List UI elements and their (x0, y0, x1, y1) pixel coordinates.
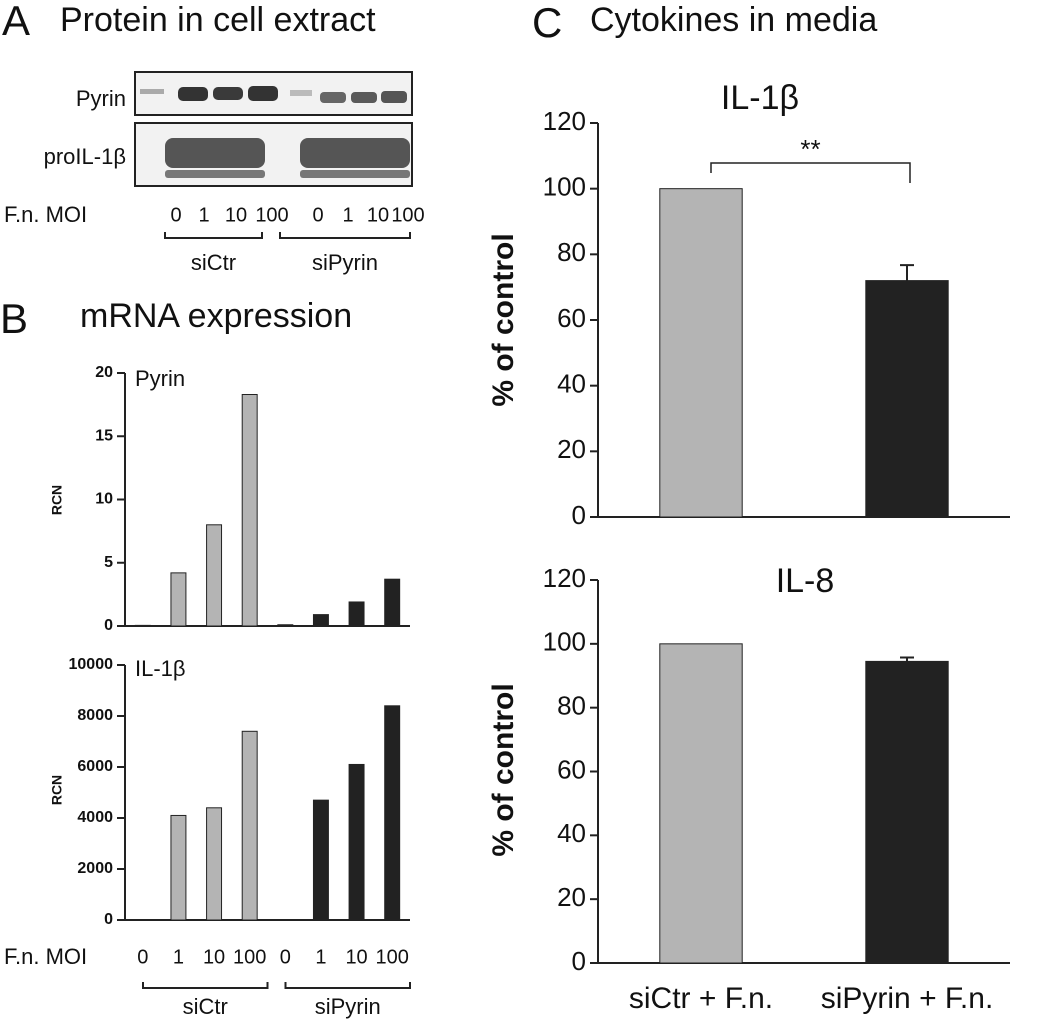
panel-letter: B (0, 295, 28, 342)
x-tick-label: siCtr + F.n. (629, 982, 773, 1015)
bar (206, 524, 223, 627)
y-tick-label: 60 (557, 754, 586, 784)
y-tick-label: 5 (104, 554, 113, 571)
y-axis-label: RCN (49, 775, 65, 805)
error-bar (900, 656, 914, 667)
y-tick-label: 80 (557, 237, 586, 267)
y-tick-label: 2000 (77, 860, 113, 877)
y-tick-label: 20 (557, 882, 586, 912)
group-bracket (164, 232, 263, 239)
y-tick-label: 4000 (77, 809, 113, 826)
chart-title: IL-8 (776, 562, 835, 600)
significance-bracket (710, 162, 911, 183)
bar (170, 572, 187, 627)
y-tick-label: 20 (557, 434, 586, 464)
x-tick-label: 1 (173, 946, 184, 968)
bar (312, 799, 329, 921)
y-tick-label: 120 (543, 106, 586, 136)
bar (312, 614, 329, 627)
y-tick-label: 60 (557, 303, 586, 333)
group-label: siCtr (191, 250, 236, 275)
y-tick-label: 6000 (77, 758, 113, 775)
y-tick-label: 10 (95, 491, 113, 508)
panel-title: Cytokines in media (590, 1, 877, 39)
x-tick-label: 0 (137, 946, 148, 968)
lane-label: 1 (342, 204, 353, 226)
group-label: siPyrin (312, 250, 378, 275)
lane-label: 10 (367, 204, 389, 226)
y-axis-label: % of control (487, 683, 520, 856)
group-bracket (279, 232, 411, 239)
lane-label: 0 (312, 204, 323, 226)
bar (659, 188, 743, 518)
y-tick-label: 100 (543, 627, 586, 657)
bar (384, 705, 401, 921)
bar (241, 730, 258, 921)
lane-label: 100 (255, 204, 288, 226)
blot (134, 71, 413, 187)
chart-title: IL-1β (135, 656, 186, 681)
group-bracket (284, 982, 411, 989)
y-tick-label: 15 (95, 427, 113, 444)
x-tick-label: 100 (376, 946, 409, 968)
row-label: Pyrin (76, 86, 126, 111)
x-tick-label: 100 (233, 946, 266, 968)
chart-title: Pyrin (135, 366, 185, 391)
y-tick-label: 20 (95, 364, 113, 381)
bar (206, 807, 223, 921)
x-axis-label: F.n. MOI (4, 944, 87, 969)
bar (659, 643, 743, 964)
panel-letter: C (532, 0, 562, 46)
y-tick-label: 120 (543, 563, 586, 593)
bar (277, 624, 294, 627)
y-tick-label: 0 (572, 500, 586, 530)
x-tick-label: 10 (203, 946, 225, 968)
y-tick-label: 10000 (69, 656, 114, 673)
lane-label: 1 (198, 204, 209, 226)
group-label: siCtr (183, 994, 228, 1019)
panel-title: mRNA expression (80, 297, 352, 335)
chart-title: IL-1β (721, 79, 799, 117)
x-tick-label: 0 (280, 946, 291, 968)
y-tick-label: 0 (104, 911, 113, 928)
y-tick-label: 40 (557, 369, 586, 399)
panel-title: Protein in cell extract (60, 1, 376, 39)
y-tick-label: 0 (572, 946, 586, 976)
group-bracket (142, 982, 269, 989)
lane-label: 100 (391, 204, 424, 226)
y-axis-label: RCN (49, 485, 65, 515)
group-label: siPyrin (315, 994, 381, 1019)
bar (384, 578, 401, 627)
panel-letter: A (2, 0, 30, 44)
annotation: ** (800, 134, 820, 164)
lane-label: 10 (225, 204, 247, 226)
y-axis-label: % of control (487, 233, 520, 406)
bar (865, 660, 949, 964)
y-tick-label: 0 (104, 617, 113, 634)
x-axis-label: F.n. MOI (4, 202, 87, 227)
bar (241, 394, 258, 627)
x-tick-label: 10 (345, 946, 367, 968)
bar (134, 624, 151, 627)
lane-label: 0 (170, 204, 181, 226)
y-tick-label: 8000 (77, 707, 113, 724)
x-tick-label: siPyrin + F.n. (821, 982, 994, 1015)
y-tick-label: 100 (543, 172, 586, 202)
bar (865, 280, 949, 518)
row-label: proIL-1β (44, 144, 126, 169)
bar (170, 814, 187, 921)
bar (348, 763, 365, 921)
bar (348, 601, 365, 627)
error-bar (900, 264, 914, 298)
y-tick-label: 80 (557, 691, 586, 721)
y-tick-label: 40 (557, 818, 586, 848)
x-tick-label: 1 (315, 946, 326, 968)
